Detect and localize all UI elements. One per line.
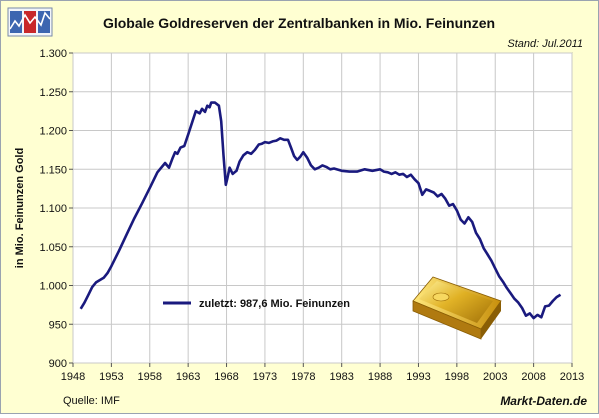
y-axis-ticks: 900 950 1.000 1.050 1.100 1.150 1.200 1.250 1.30…: [39, 48, 73, 370]
x-tick-label: 1988: [368, 371, 392, 383]
x-tick-label: 1983: [329, 371, 353, 383]
legend: zuletzt: 987,6 Mio. Feinunzen: [163, 298, 350, 310]
x-tick-label: 2013: [560, 371, 584, 383]
x-tick-label: 1958: [138, 371, 162, 383]
y-tick-label: 1.000: [39, 281, 67, 293]
y-axis-label: in Mio. Feinunzen Gold: [14, 148, 26, 268]
x-tick-label: 1973: [253, 371, 277, 383]
x-tick-label: 2008: [521, 371, 545, 383]
series-line-gold-reserves: [79, 101, 562, 320]
x-tick-label: 1953: [99, 371, 123, 383]
x-tick-label: 1993: [406, 371, 430, 383]
markt-daten-logo: [7, 7, 53, 37]
legend-label: zuletzt: 987,6 Mio. Feinunzen: [199, 298, 350, 310]
y-tick-label: 1.200: [39, 126, 67, 138]
y-tick-label: 1.100: [39, 203, 67, 215]
y-tick-label: 1.250: [39, 87, 67, 99]
y-tick-label: 1.050: [39, 242, 67, 254]
x-tick-label: 1963: [176, 371, 200, 383]
source-label: Quelle: IMF: [63, 395, 120, 407]
x-tick-label: 1948: [61, 371, 85, 383]
x-tick-label: 1998: [445, 371, 469, 383]
y-tick-label: 900: [49, 358, 67, 370]
gold-bar-image: [412, 276, 502, 340]
x-tick-label: 2003: [483, 371, 507, 383]
x-tick-label: 1978: [291, 371, 315, 383]
chart-title: Globale Goldreserven der Zentralbanken i…: [103, 15, 495, 31]
y-tick-label: 950: [49, 319, 67, 331]
grid-lines: [72, 52, 573, 364]
series-group: [79, 101, 562, 320]
y-tick-label: 1.150: [39, 164, 67, 176]
stand-label: Stand: Jul.2011: [507, 38, 583, 50]
x-axis-ticks: 1948 1953 1958 1963 1968 1973 1978 1983 1988 1993…: [61, 363, 584, 383]
brand-label: Markt-Daten.de: [500, 394, 587, 408]
x-tick-label: 1968: [214, 371, 238, 383]
y-tick-label: 1.300: [39, 48, 67, 60]
